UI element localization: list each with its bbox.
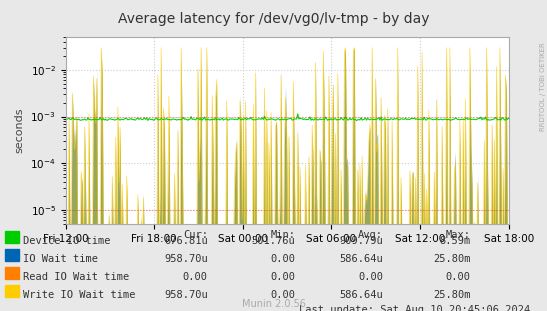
Text: Avg:: Avg: [358,230,383,240]
Text: Device IO time: Device IO time [23,236,110,246]
Y-axis label: seconds: seconds [15,108,25,153]
Text: IO Wait time: IO Wait time [23,254,98,264]
Text: RRDTOOL / TOBI OETIKER: RRDTOOL / TOBI OETIKER [540,43,546,132]
Text: 958.70u: 958.70u [164,290,208,300]
Text: 0.00: 0.00 [183,272,208,282]
Text: Max:: Max: [445,230,470,240]
Text: 0.00: 0.00 [270,254,295,264]
Text: 8.59m: 8.59m [439,236,470,246]
Text: 0.00: 0.00 [270,272,295,282]
Text: Read IO Wait time: Read IO Wait time [23,272,129,282]
Text: 586.64u: 586.64u [339,290,383,300]
Text: 25.80m: 25.80m [433,254,470,264]
Text: Min:: Min: [270,230,295,240]
Text: Write IO Wait time: Write IO Wait time [23,290,136,300]
Text: 0.00: 0.00 [445,272,470,282]
Text: 25.80m: 25.80m [433,290,470,300]
Text: Munin 2.0.56: Munin 2.0.56 [242,299,305,309]
Text: Average latency for /dev/vg0/lv-tmp - by day: Average latency for /dev/vg0/lv-tmp - by… [118,12,429,26]
Text: 501.76u: 501.76u [252,236,295,246]
Text: 0.00: 0.00 [358,272,383,282]
Text: 676.81u: 676.81u [164,236,208,246]
Text: 958.70u: 958.70u [164,254,208,264]
Text: 909.79u: 909.79u [339,236,383,246]
Text: Cur:: Cur: [183,230,208,240]
Text: 0.00: 0.00 [270,290,295,300]
Text: Last update: Sat Aug 10 20:45:06 2024: Last update: Sat Aug 10 20:45:06 2024 [299,305,531,311]
Text: 586.64u: 586.64u [339,254,383,264]
